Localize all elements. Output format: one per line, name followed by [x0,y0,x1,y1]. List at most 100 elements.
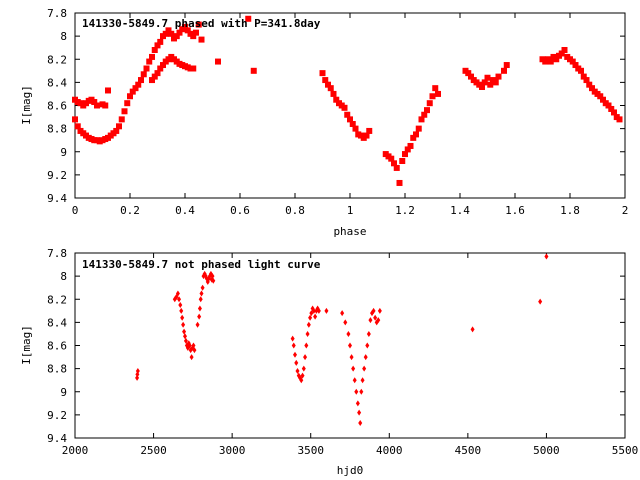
raw-y-tick-label: 9.2 [47,409,67,422]
raw-data-point [197,305,202,312]
phased-data-point [333,96,340,103]
phased-data-point [404,146,411,153]
raw-data-point [362,365,367,372]
phased-data-point [146,58,153,65]
phased-x-tick-label: 0.8 [285,204,305,217]
phased-data-point [344,111,351,118]
phased-data-point [160,62,166,69]
raw-x-tick-label: 5000 [533,444,560,457]
raw-data-point [470,326,475,333]
raw-data-point [340,310,345,317]
raw-data-point [200,284,205,291]
phased-data-point [424,107,430,114]
phased-data-point [479,84,485,90]
raw-data-point [349,354,354,361]
raw-data-point [210,273,215,280]
raw-y-tick-label: 8.8 [47,363,67,376]
raw-data-point [293,351,297,358]
phased-data-point [168,30,175,37]
raw-data-point [357,409,362,416]
phased-y-tick-label: 8.8 [47,123,67,136]
phased-x-tick-label: 1.8 [560,204,580,217]
phased-y-tick-label: 9.4 [47,192,67,205]
phased-data-point [435,90,441,97]
raw-data-point [183,333,187,340]
raw-y-tick-label: 8.2 [47,293,67,306]
phased-data-point [503,62,510,69]
phased-data-point [393,164,400,171]
raw-x-tick-label: 3500 [297,444,324,457]
phased-data-point [547,58,554,65]
phased-data-point [388,155,395,162]
phased-data-point [193,29,199,36]
raw-data-point [311,307,316,314]
raw-data-point [359,388,364,395]
phased-data-point [421,111,428,118]
phased-data-point [154,42,161,49]
phased-y-tick-label: 9.2 [47,169,67,182]
phased-data-point [195,21,202,28]
phased-data-point [402,151,408,158]
phased-data-point [363,132,370,139]
phased-data-point [586,81,593,88]
phased-data-point [129,88,136,95]
phased-y-tick-label: 8.6 [47,100,67,113]
phased-data-point [569,58,576,65]
phased-data-point [190,33,197,40]
phased-x-tick-label: 1.2 [395,204,415,217]
raw-data-point [538,298,543,305]
phased-data-point [605,102,612,109]
phased-data-point [157,38,164,45]
raw-data-point [179,307,184,314]
raw-data-point [175,290,180,297]
phased-y-axis-label: I[mag] [20,85,33,125]
phased-x-tick-label: 1 [347,204,354,217]
raw-y-tick-label: 9.4 [47,432,67,445]
raw-data-point [305,330,310,337]
phased-data-point [127,93,133,100]
raw-data-point [324,307,329,314]
phased-data-point [347,116,353,123]
phased-data-point [138,77,144,84]
phased-data-point [151,47,158,53]
phased-data-point [558,50,565,57]
raw-x-axis-ticks: 2000 2500 3000 3500 4000 4500 5000 5500 [62,253,638,457]
phased-data-point [121,108,128,115]
phased-data-point [572,62,579,69]
raw-data-point [343,319,348,326]
raw-data-point [301,365,306,372]
phased-data-point [616,116,623,123]
phased-x-axis-ticks: 0 0.2 0.4 0.6 0.8 1 1.2 1.4 1.6 1.8 2 [72,13,628,217]
phased-x-tick-label: 0.6 [230,204,250,217]
phased-data-point [413,131,419,138]
phased-data-point [162,30,169,37]
phased-data-point [426,100,433,107]
raw-x-tick-label: 3000 [219,444,246,457]
phased-data-point [74,123,81,130]
raw-x-axis-label: hjd0 [337,464,364,477]
raw-data-point [348,342,352,349]
phased-data-point [597,93,604,100]
phased-data-point [143,65,150,72]
phased-data-point [72,116,78,123]
raw-y-tick-label: 8 [60,270,67,283]
raw-data-point [377,307,382,314]
raw-data-point [363,354,368,361]
raw-data-point [365,342,370,349]
phased-data-point [91,99,98,106]
phased-x-tick-label: 1.6 [505,204,525,217]
phased-data-point [407,142,414,149]
raw-data-point [295,367,300,374]
phased-data-point [176,29,183,36]
phased-data-point [492,79,499,86]
phased-y-axis-ticks: 7.8 8 8.2 8.4 8.6 8.8 9 9.2 9.4 [47,7,625,205]
phased-light-curve-panel: 0 0.2 0.4 0.6 0.8 1 1.2 1.4 1.6 1.8 2 7.8 8 8.2 8.4 8.… [20,7,628,238]
phased-x-tick-label: 0.4 [175,204,195,217]
phased-data-point [487,81,494,88]
raw-data-point [352,377,357,384]
phased-data-point [319,70,326,77]
phased-data-point [325,81,331,88]
raw-data-point [195,321,200,328]
phased-data-point [132,85,139,92]
phased-x-tick-label: 0.2 [120,204,140,217]
